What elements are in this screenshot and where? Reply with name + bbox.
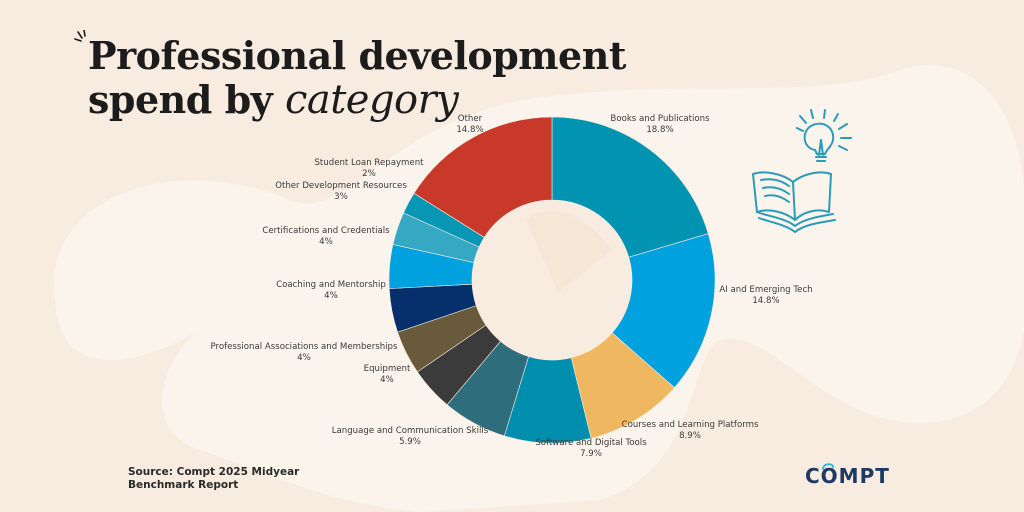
slice-label-software-and-digital-tools: Software and Digital Tools xyxy=(535,438,647,448)
slice-value-language-and-communication-skills: 5.9% xyxy=(399,437,421,447)
slice-value-coaching-and-mentorship: 4% xyxy=(324,291,338,301)
logo-ring-icon xyxy=(822,463,834,470)
source-note: Source: Compt 2025 Midyear Benchmark Rep… xyxy=(128,466,299,492)
slice-value-certifications-and-credentials: 4% xyxy=(319,237,333,247)
lightbulb-icon xyxy=(796,109,852,162)
title-accent: category xyxy=(284,77,459,123)
slice-value-student-loan-repayment: 2% xyxy=(362,169,376,179)
slice-value-books-and-publications: 18.8% xyxy=(646,125,673,135)
title-line-2: spend by category xyxy=(88,77,459,123)
source-line-1: Source: Compt 2025 Midyear xyxy=(128,466,300,478)
donut-hole-shade xyxy=(526,210,612,292)
slice-label-other-development-resources: Other Development Resources xyxy=(275,181,407,191)
slice-label-courses-and-learning-platforms: Courses and Learning Platforms xyxy=(622,420,759,430)
spark-icon xyxy=(74,30,86,42)
open-book-icon xyxy=(752,109,852,233)
slice-label-books-and-publications: Books and Publications xyxy=(610,114,710,124)
slice-label-language-and-communication-skills: Language and Communication Skills xyxy=(332,426,489,436)
slice-label-student-loan-repayment: Student Loan Repayment xyxy=(314,158,424,168)
slice-label-ai-and-emerging-tech: AI and Emerging Tech xyxy=(719,285,812,295)
slice-label-certifications-and-credentials: Certifications and Credentials xyxy=(262,226,390,236)
slice-value-other-development-resources: 3% xyxy=(334,192,348,202)
slice-value-courses-and-learning-platforms: 8.9% xyxy=(679,431,701,441)
slice-value-ai-and-emerging-tech: 14.8% xyxy=(752,296,779,306)
title-line-1: Professional development xyxy=(88,33,626,78)
slice-value-software-and-digital-tools: 7.9% xyxy=(580,449,602,459)
slice-value-equipment: 4% xyxy=(380,375,394,385)
slice-value-other: 14.8% xyxy=(456,125,483,135)
slice-label-equipment: Equipment xyxy=(364,364,411,374)
title-prefix: spend by xyxy=(88,77,285,122)
slice-value-professional-associations-and-memberships: 4% xyxy=(297,353,311,363)
slice-label-professional-associations-and-memberships: Professional Associations and Membership… xyxy=(210,342,398,352)
slice-label-other: Other xyxy=(458,114,483,124)
brand-logo: COMPT xyxy=(805,464,890,488)
source-line-2: Benchmark Report xyxy=(128,479,239,491)
slice-label-coaching-and-mentorship: Coaching and Mentorship xyxy=(276,280,386,290)
